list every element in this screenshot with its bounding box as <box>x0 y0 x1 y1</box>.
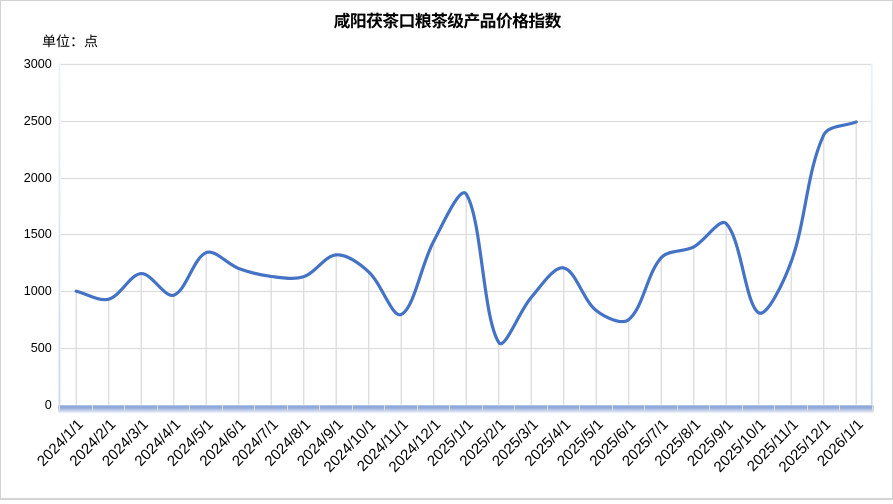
svg-text:0: 0 <box>45 398 52 412</box>
svg-text:3000: 3000 <box>24 57 52 71</box>
svg-text:1000: 1000 <box>24 284 52 298</box>
svg-text:500: 500 <box>31 341 52 355</box>
svg-text:2500: 2500 <box>24 114 52 128</box>
svg-text:2000: 2000 <box>24 171 52 185</box>
svg-text:1500: 1500 <box>24 227 52 241</box>
